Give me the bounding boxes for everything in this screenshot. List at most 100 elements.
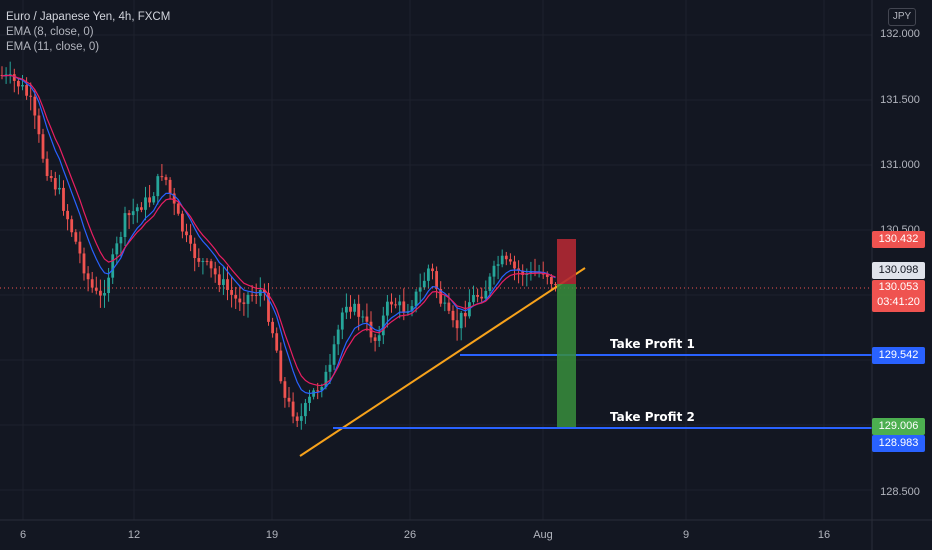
candle-body xyxy=(193,243,197,259)
ema-8-legend[interactable]: EMA (8, close, 0) xyxy=(6,26,94,38)
candle-body xyxy=(357,303,361,317)
candle-body xyxy=(504,255,508,260)
candle-body xyxy=(222,279,225,285)
candle-body xyxy=(181,213,184,232)
price-tick: 128.500 xyxy=(880,486,920,498)
time-tick: 19 xyxy=(265,529,279,541)
candle-body xyxy=(418,287,422,292)
candle-body xyxy=(58,187,61,190)
candle-body xyxy=(246,294,250,304)
candle-body xyxy=(414,291,418,307)
candle-body xyxy=(488,276,492,291)
currency-button[interactable]: JPY xyxy=(888,8,916,26)
candle-body xyxy=(115,243,119,255)
candle-body xyxy=(176,203,180,214)
candle-body xyxy=(332,344,336,365)
candle-body xyxy=(45,158,49,176)
profit-zone[interactable] xyxy=(557,284,576,427)
candle-body xyxy=(320,386,324,391)
candle-body xyxy=(345,306,348,313)
candle-body xyxy=(197,258,201,262)
candle-body xyxy=(62,187,65,211)
price-tick: 131.000 xyxy=(880,159,920,171)
candle-body xyxy=(295,416,299,421)
candle-body xyxy=(316,390,320,392)
candle-body xyxy=(554,284,557,286)
current-price-tag: 130.053 03:41:20 xyxy=(872,280,925,312)
candle-body xyxy=(127,213,131,216)
candle-body xyxy=(49,175,53,179)
candle-body xyxy=(209,261,213,269)
candle-body xyxy=(258,289,262,296)
candle-body xyxy=(70,219,74,233)
bar-countdown: 03:41:20 xyxy=(877,296,920,308)
candle-body xyxy=(550,276,553,285)
candle-body xyxy=(185,231,188,236)
candle-body xyxy=(529,271,533,274)
candle-body xyxy=(480,296,484,299)
tp2-price-tag: 128.983 xyxy=(872,435,925,452)
candle-body xyxy=(439,289,443,304)
tp2-entry-tag: 129.006 xyxy=(872,418,925,435)
candle-body xyxy=(340,312,344,330)
stop-loss-zone[interactable] xyxy=(557,239,576,284)
candle-body xyxy=(484,290,488,299)
candle-body xyxy=(271,321,274,334)
stop-price-tag: 130.432 xyxy=(872,231,925,248)
candle-body xyxy=(156,176,160,197)
time-tick: Aug xyxy=(533,529,553,541)
candle-body xyxy=(119,236,123,244)
candle-body xyxy=(451,310,455,321)
candle-body xyxy=(369,321,373,338)
candle-body xyxy=(242,302,246,304)
candle-body xyxy=(545,274,549,277)
candle-body xyxy=(275,333,279,351)
candle-body xyxy=(394,304,397,306)
candle-body xyxy=(160,176,164,178)
candle-body xyxy=(336,329,340,345)
candle-body xyxy=(217,274,221,285)
candle-body xyxy=(492,265,496,277)
price-tick: 131.500 xyxy=(880,94,920,106)
trendline[interactable] xyxy=(299,267,586,457)
candle-body xyxy=(291,401,295,417)
candle-body xyxy=(431,268,434,272)
candle-body xyxy=(304,402,307,417)
candle-body xyxy=(455,320,459,329)
candle-body xyxy=(381,315,385,336)
ema-11-legend[interactable]: EMA (11, close, 0) xyxy=(6,41,100,53)
candle-body xyxy=(328,364,332,372)
candle-body xyxy=(148,197,151,203)
candle-body xyxy=(226,279,229,290)
candle-body xyxy=(152,196,156,203)
candle-body xyxy=(99,290,102,296)
candle-body xyxy=(250,294,254,296)
candle-body xyxy=(107,277,110,294)
tp1-price-tag: 129.542 xyxy=(872,347,925,364)
candle-body xyxy=(90,279,94,288)
candle-body xyxy=(213,268,217,275)
candle-body xyxy=(472,295,475,303)
current-price: 130.053 xyxy=(878,281,919,293)
candle-body xyxy=(377,335,381,341)
candle-body xyxy=(308,396,311,403)
candle-body xyxy=(74,232,78,242)
candle-body xyxy=(402,301,406,313)
candle-body xyxy=(189,235,192,244)
candle-body xyxy=(287,397,291,402)
candle-body xyxy=(66,210,69,220)
take-profit-1-label[interactable]: Take Profit 1 xyxy=(610,337,695,351)
candle-body xyxy=(496,264,500,266)
candle-body xyxy=(521,270,525,275)
candle-body xyxy=(17,80,20,87)
candle-body xyxy=(25,85,28,96)
candle-body xyxy=(312,390,315,397)
candle-body xyxy=(21,85,24,87)
candle-body xyxy=(283,381,287,398)
take-profit-2-label[interactable]: Take Profit 2 xyxy=(610,410,695,424)
candle-body xyxy=(123,213,127,237)
candle-body xyxy=(365,316,369,322)
candle-body xyxy=(131,211,135,216)
candle-body xyxy=(86,273,90,280)
